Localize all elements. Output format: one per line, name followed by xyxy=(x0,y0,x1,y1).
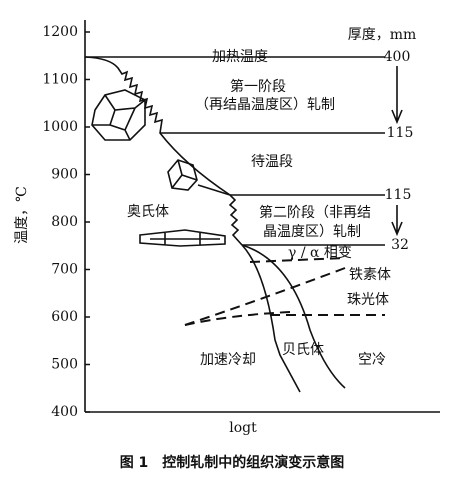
accel-curve xyxy=(241,244,301,393)
label: 加速冷却 xyxy=(200,352,256,368)
y-tick-label: 600 xyxy=(51,309,78,325)
y-axis-label: 温度，℃ xyxy=(14,186,30,244)
label: （再结晶温度区）轧制 xyxy=(195,97,335,113)
arrow xyxy=(391,205,403,237)
y-tick-label: 400 xyxy=(51,404,78,420)
label: 加热温度 xyxy=(212,49,268,65)
dash-lower xyxy=(184,311,291,326)
label: 第二阶段（非再结 xyxy=(259,204,371,221)
label: 待温段 xyxy=(251,154,293,170)
label: 奥氏体 xyxy=(127,203,169,220)
label: 贝氏体 xyxy=(282,342,324,358)
label: 铁素体 xyxy=(349,267,391,283)
y-tick-label: 1200 xyxy=(42,24,78,40)
label: 115 xyxy=(387,125,414,141)
ferrite-dash xyxy=(184,267,346,326)
y-tick-label: 1100 xyxy=(42,72,78,88)
y-tick-label: 500 xyxy=(51,357,78,373)
label: 400 xyxy=(384,49,411,65)
label: 珠光体 xyxy=(347,292,389,308)
process-curve xyxy=(84,56,243,246)
label: 晶温度区）轧制 xyxy=(263,224,361,240)
y-tick-label: 700 xyxy=(51,262,78,278)
label: 115 xyxy=(385,187,412,203)
y-tick-label: 900 xyxy=(51,167,78,183)
caption: 图 1 控制轧制中的组织演变示意图 xyxy=(120,454,345,471)
y-tick-label: 800 xyxy=(51,214,78,230)
label: γ / α 相变 xyxy=(288,245,352,261)
arrow xyxy=(391,66,403,125)
label: 第一阶段 xyxy=(230,78,286,95)
x-axis-label: logt xyxy=(229,420,257,436)
y-tick-label: 1000 xyxy=(42,119,78,135)
label: 32 xyxy=(391,237,409,253)
air-curve xyxy=(241,244,346,389)
label: 厚度，mm xyxy=(348,27,417,43)
grains xyxy=(91,89,231,247)
label: 空冷 xyxy=(358,352,386,368)
